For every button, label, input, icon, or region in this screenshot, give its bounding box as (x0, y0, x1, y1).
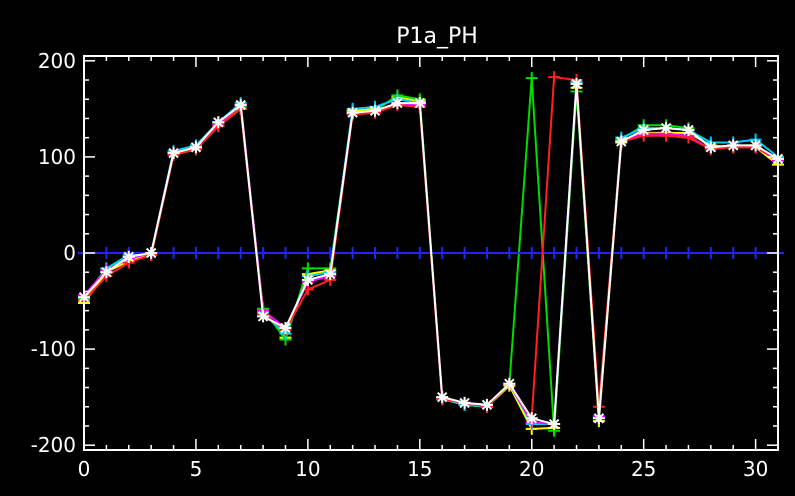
axes-layer: 0 5 10 15 20 25 30 -200 -100 0 100 200 (31, 49, 779, 481)
series-5-point (548, 71, 561, 84)
series-6-point (660, 122, 673, 135)
series-6-point (637, 123, 650, 136)
series-6-point (570, 77, 583, 90)
series-4-point (637, 247, 650, 259)
series-4-point (436, 247, 449, 259)
series-6 (78, 77, 784, 431)
chart-title: P1a_PH (396, 24, 478, 49)
series-6-point (167, 147, 180, 160)
y-tick-label: 200 (38, 49, 76, 73)
series-6-point (682, 123, 695, 136)
series-6-point (548, 418, 561, 431)
x-tick-label: 5 (190, 457, 203, 481)
series-6-point (704, 141, 717, 154)
series-6-point (369, 104, 382, 117)
x-tick-label: 30 (743, 457, 768, 481)
series-4-point (548, 247, 561, 259)
series-6-point (234, 99, 247, 112)
series-6-point (257, 310, 270, 323)
x-tick-label: 0 (78, 457, 91, 481)
series-6-point (615, 135, 628, 148)
series-4-point (615, 247, 628, 259)
series-4-point (391, 247, 404, 259)
series-4-point (592, 247, 605, 259)
series-4-point (727, 247, 740, 259)
x-tick-label: 15 (407, 457, 432, 481)
y-tick-label: 100 (38, 145, 76, 169)
series-6-point (391, 97, 404, 110)
x-tick-label: 10 (295, 457, 320, 481)
series-1-point (525, 72, 538, 85)
series-6-point (279, 321, 292, 334)
series-4-point (704, 247, 717, 259)
x-tick-label: 20 (519, 457, 544, 481)
series-4-point (167, 247, 180, 259)
series-6-point (749, 139, 762, 152)
series-6-point (145, 247, 158, 259)
y-tick-label: -200 (31, 433, 76, 457)
y-tick-label: -100 (31, 337, 76, 361)
series-4-point (458, 247, 471, 259)
series-6-point (436, 391, 449, 404)
series-4-point (234, 247, 247, 259)
y-tick-label: 0 (63, 241, 76, 265)
series-6-point (346, 106, 359, 119)
series-6-point (458, 396, 471, 409)
series-6-point (212, 116, 225, 129)
series-4-point (301, 247, 314, 259)
series-4-point (369, 247, 382, 259)
series-4-point (480, 247, 493, 259)
series-6-point (301, 273, 314, 286)
series-6-point (189, 141, 202, 154)
series-6-point (592, 412, 605, 425)
series-4-point (749, 247, 762, 259)
series-6-point (727, 139, 740, 152)
series-4-point (279, 247, 292, 259)
series-4-point (100, 247, 113, 259)
series-4-point (346, 247, 359, 259)
series-4-point (570, 247, 583, 259)
series-layer (78, 71, 784, 437)
series-6-point (503, 377, 516, 390)
series-4-point (660, 247, 673, 259)
series-6-point (525, 412, 538, 425)
series-4-point (682, 247, 695, 259)
x-tick-label: 25 (631, 457, 656, 481)
series-4-point (212, 247, 225, 259)
series-4-point (503, 247, 516, 259)
series-6-point (100, 266, 113, 279)
series-4-point (525, 247, 538, 259)
series-4-point (413, 247, 426, 259)
series-6-point (122, 250, 135, 263)
series-4-point (189, 247, 202, 259)
series-6-point (324, 268, 337, 281)
series-4-point (257, 247, 270, 259)
series-6-point (480, 398, 493, 411)
series-6-point (413, 97, 426, 110)
